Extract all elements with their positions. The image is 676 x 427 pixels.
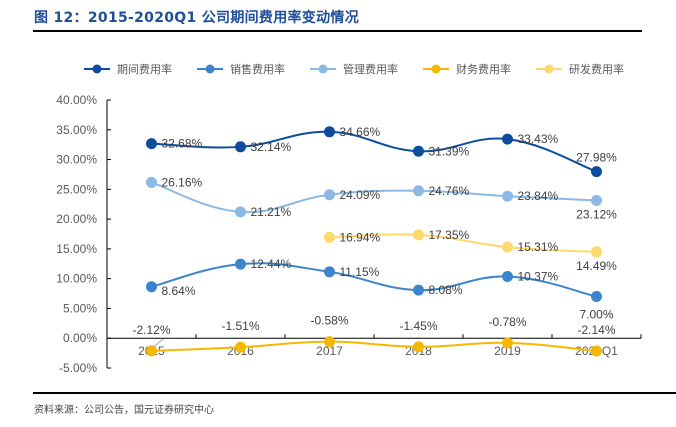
legend-item: 销售费用率	[197, 62, 285, 76]
data-point	[413, 185, 424, 197]
data-point	[502, 337, 513, 349]
data-label: 8.08%	[429, 283, 463, 297]
series-line	[151, 130, 597, 173]
data-point	[591, 246, 602, 258]
legend-label: 财务费用率	[456, 62, 511, 76]
data-point	[591, 195, 602, 207]
data-label: 15.31%	[518, 240, 559, 254]
data-point	[413, 145, 424, 157]
data-point	[235, 206, 246, 218]
x-tick-label: 2017	[316, 344, 343, 358]
data-point	[324, 231, 335, 243]
y-tick-label: 15.00%	[56, 242, 97, 256]
series-line	[151, 262, 597, 298]
legend-label: 销售费用率	[230, 62, 285, 76]
data-label: 10.37%	[518, 269, 559, 283]
data-point	[324, 189, 335, 201]
legend-label: 研发费用率	[569, 62, 624, 76]
data-point	[502, 190, 513, 202]
data-label: 23.12%	[576, 208, 617, 222]
data-label: -1.45%	[399, 319, 437, 333]
legend-item: 管理费用率	[310, 62, 398, 76]
data-label: 7.00%	[579, 308, 613, 322]
data-point	[502, 241, 513, 253]
data-point	[413, 341, 424, 353]
y-tick-label: 25.00%	[56, 182, 97, 196]
data-point	[413, 284, 424, 296]
y-tick-label: 10.00%	[56, 272, 97, 286]
data-point	[591, 291, 602, 303]
data-label: 11.15%	[340, 265, 380, 279]
data-point	[502, 270, 513, 282]
legend-marker-icon	[205, 64, 215, 74]
data-point	[502, 133, 513, 145]
title-divider	[33, 30, 642, 32]
y-tick-label: 0.00%	[63, 331, 97, 345]
y-tick-label: 40.00%	[56, 93, 97, 107]
data-label: 24.09%	[340, 188, 381, 202]
data-point	[591, 166, 602, 178]
data-label: -1.51%	[221, 319, 259, 333]
legend-item: 期间费用率	[84, 62, 172, 76]
legend-item: 研发费用率	[536, 62, 624, 76]
data-label: 8.64%	[162, 284, 196, 298]
data-label: -0.58%	[310, 314, 348, 328]
data-label: 17.35%	[429, 228, 470, 242]
source-divider	[33, 392, 676, 394]
legend-label: 管理费用率	[343, 62, 398, 76]
data-label: -2.12%	[132, 323, 170, 337]
data-label: 14.49%	[576, 259, 617, 273]
series-group	[146, 126, 602, 357]
data-label: -0.78%	[488, 315, 526, 329]
data-point	[324, 336, 335, 348]
legend-marker-icon	[318, 64, 328, 74]
data-point	[413, 229, 424, 241]
y-tick-label: -5.00%	[59, 361, 97, 375]
data-label: 23.84%	[518, 189, 559, 203]
series-line	[151, 340, 597, 352]
y-tick-label: 35.00%	[56, 123, 97, 137]
series-line	[151, 181, 597, 214]
legend-label: 期间费用率	[117, 62, 172, 76]
data-point	[324, 266, 335, 278]
legend-marker-icon	[92, 64, 102, 74]
data-point	[235, 341, 246, 353]
data-point	[591, 345, 602, 357]
source-note: 资料来源：公司公告，国元证券研究中心	[34, 405, 214, 416]
data-label: 32.14%	[251, 140, 292, 154]
data-point	[235, 258, 246, 270]
data-label: 21.21%	[251, 205, 292, 219]
x-tick-label: 2019	[494, 344, 521, 358]
data-point	[235, 141, 246, 153]
data-label: 32.68%	[162, 137, 203, 151]
data-point	[146, 345, 157, 357]
data-point	[324, 126, 335, 138]
data-point	[146, 281, 157, 293]
data-point	[146, 138, 157, 150]
label-leader-line	[153, 338, 164, 348]
data-label: -2.14%	[577, 323, 615, 337]
data-label: 24.76%	[429, 184, 470, 198]
y-tick-label: 20.00%	[56, 212, 97, 226]
data-labels: 32.68% 32.14% 34.66% 31.39% 33.43% 27.98% 8.64…	[132, 125, 617, 348]
data-label: 34.66%	[340, 125, 381, 139]
figure-title: 图 12：2015-2020Q1 公司期间费用率变动情况	[34, 10, 360, 26]
series-line	[329, 233, 597, 253]
data-label: 31.39%	[429, 144, 470, 158]
legend-marker-icon	[544, 64, 554, 74]
y-tick-label: 5.00%	[63, 301, 97, 315]
data-point	[146, 176, 157, 188]
legend: 期间费用率 销售费用率 管理费用率 财务费用率 研发费用率	[84, 62, 624, 76]
data-label: 33.43%	[518, 132, 559, 146]
y-tick-label: 30.00%	[56, 153, 97, 167]
data-label: 12.44%	[251, 257, 292, 271]
legend-marker-icon	[431, 64, 441, 74]
legend-item: 财务费用率	[423, 62, 511, 76]
data-label: 26.16%	[162, 175, 203, 189]
data-label: 27.98%	[576, 151, 617, 165]
data-label: 16.94%	[340, 230, 381, 244]
